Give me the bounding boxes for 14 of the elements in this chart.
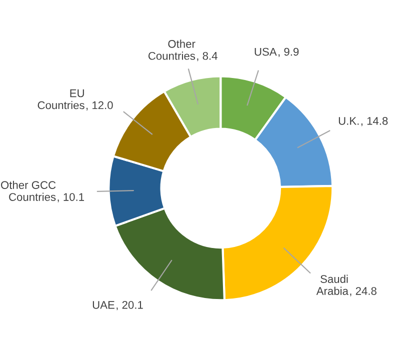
data-label: , 9.9 <box>278 48 299 58</box>
slice-label: Other GCC Countries <box>1 180 56 201</box>
slice-label: Other Countries <box>148 40 196 60</box>
data-label: , 14.8 <box>361 116 388 126</box>
slice-label: Saudi Arabia <box>316 274 348 295</box>
slice-label: EU Countries <box>38 89 84 110</box>
data-label: , 24.8 <box>350 287 376 296</box>
data-label: , 12.0 <box>86 101 113 110</box>
data-label: , 20.1 <box>116 301 143 310</box>
slice-label: U.K. <box>338 117 359 125</box>
data-label: , 10.1 <box>58 193 84 202</box>
slice-label: UAE <box>92 301 114 309</box>
slice-label: USA <box>254 48 277 56</box>
data-label: , 8.4 <box>197 52 218 62</box>
